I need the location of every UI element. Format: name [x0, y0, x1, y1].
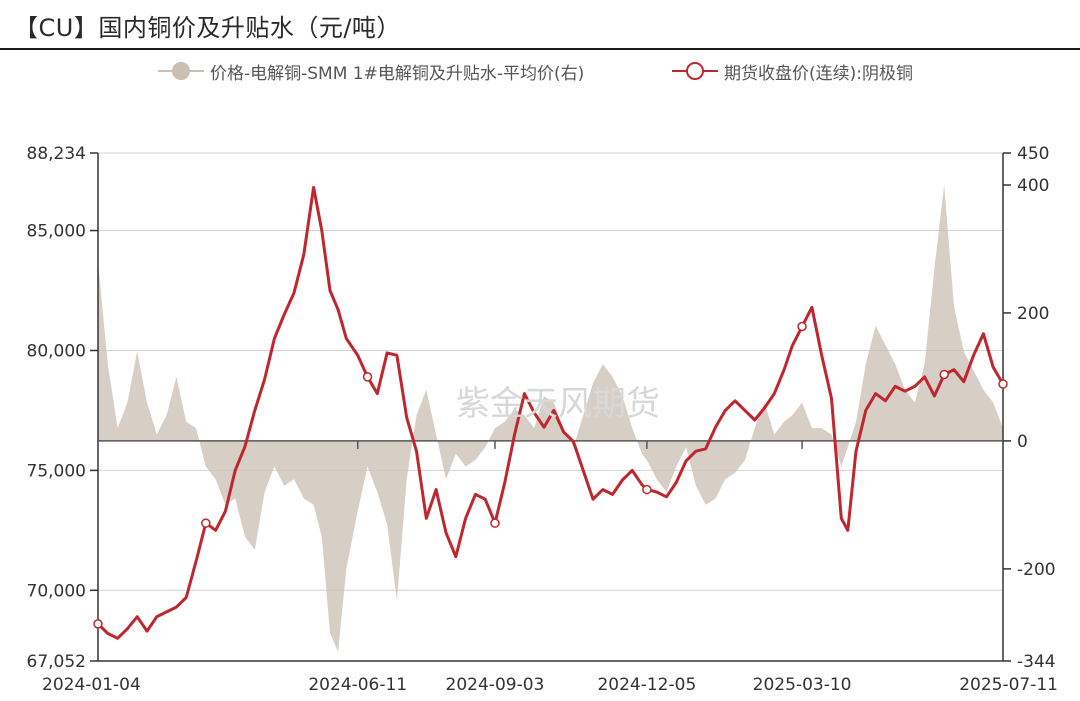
legend-label-spread: 价格-电解铜-SMM 1#电解铜及升贴水-平均价(右) [210, 63, 585, 84]
y-left-tick-label: 70,000 [27, 581, 86, 601]
futures-marker-point [998, 379, 1008, 389]
legend-swatch-spread [158, 58, 204, 84]
x-tick-label: 2024-12-05 [597, 675, 696, 695]
y-right-tick-label: 450 [1017, 144, 1049, 164]
futures-marker-point [490, 518, 500, 528]
legend-item-spread[interactable]: 价格-电解铜-SMM 1#电解铜及升贴水-平均价(右) [158, 58, 584, 84]
axes [97, 153, 1004, 662]
legend: 价格-电解铜-SMM 1#电解铜及升贴水-平均价(右) 期货收盘价(连续):阴极… [0, 58, 1080, 84]
legend-item-futures[interactable]: 期货收盘价(连续):阴极铜 [672, 58, 913, 84]
y-right-tick-label: 400 [1017, 176, 1049, 196]
chart-title: 【CU】国内铜价及升贴水（元/吨） [14, 14, 401, 42]
y-left-tick-label: 80,000 [27, 341, 86, 361]
futures-line-series [96, 185, 1005, 640]
futures-marker-point [642, 484, 652, 495]
y-left-tick-label: 88,234 [27, 144, 86, 164]
y-right-tick-label: 200 [1017, 304, 1049, 324]
y-right-tick-label: 0 [1017, 432, 1028, 452]
watermark: 紫金天风期货 [456, 384, 660, 424]
y-left-tick-label: 85,000 [27, 222, 86, 242]
y-left-tick-label: 75,000 [27, 461, 86, 481]
x-tick-label: 2025-07-11 [959, 675, 1058, 695]
y-right-tick-label: -200 [1017, 560, 1056, 580]
title-divider [0, 48, 1080, 50]
x-tick-label: 2024-09-03 [446, 675, 545, 695]
legend-label-futures: 期货收盘价(连续):阴极铜 [724, 63, 913, 84]
y-left-tick-label: 67,052 [27, 652, 86, 672]
futures-marker-point [362, 372, 373, 382]
x-tick-label: 2025-03-10 [753, 675, 852, 695]
futures-line [96, 185, 1005, 640]
futures-marker-point [201, 518, 211, 528]
y-right-tick-label: -344 [1017, 652, 1056, 672]
legend-swatch-futures [672, 58, 718, 84]
x-tick-label: 2024-06-11 [308, 675, 407, 695]
x-tick-label: 2024-01-04 [42, 675, 141, 695]
tick-labels: 67,052 70,000 75,000 80,000 85,000 88,234 -344… [27, 144, 1058, 695]
futures-marker-point [797, 321, 807, 332]
futures-marker-point [93, 619, 103, 629]
futures-markers [93, 321, 1008, 629]
futures-marker-point [939, 369, 949, 380]
